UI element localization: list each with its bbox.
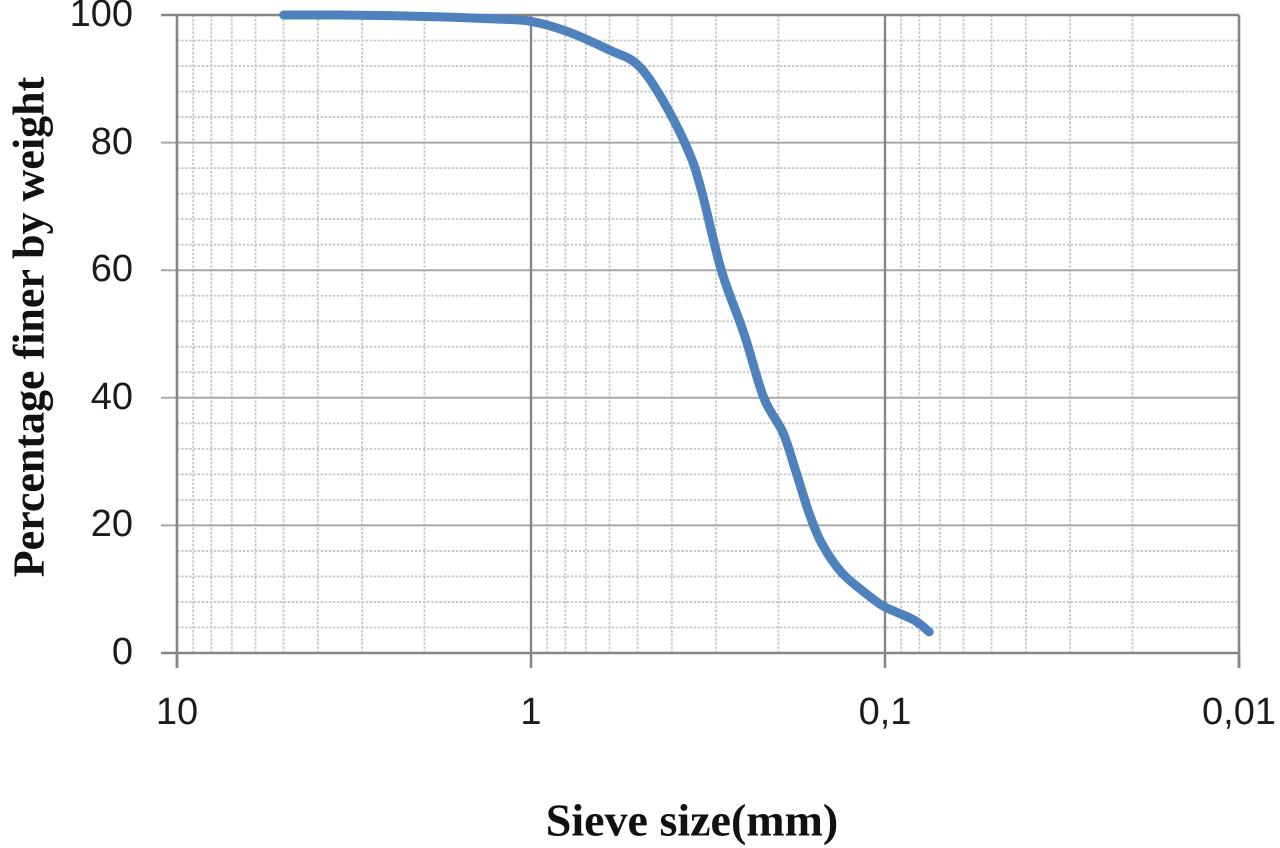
y-tick-label: 20	[90, 503, 133, 546]
y-tick-label: 60	[90, 248, 133, 291]
x-axis-title: Sieve size(mm)	[545, 794, 839, 846]
major-gridlines	[161, 13, 1239, 653]
y-tick-label: 80	[90, 120, 133, 163]
percentage-finer-gradation-curve	[279, 10, 934, 637]
x-tick-label: 1	[520, 691, 542, 733]
y-tick-label: 100	[69, 0, 133, 35]
minor-gridlines	[177, 15, 1239, 653]
x-tick-label: 10	[155, 691, 199, 733]
y-tick-label: 40	[90, 375, 133, 418]
axis-lines-and-ticks	[161, 15, 1241, 668]
x-tick-label: 0,01	[1202, 691, 1276, 733]
x-tick-label: 0,1	[858, 691, 912, 733]
gradation-curve	[279, 10, 934, 637]
y-axis-title: Percentage finer by weight	[4, 76, 54, 578]
y-tick-label: 0	[111, 631, 133, 673]
